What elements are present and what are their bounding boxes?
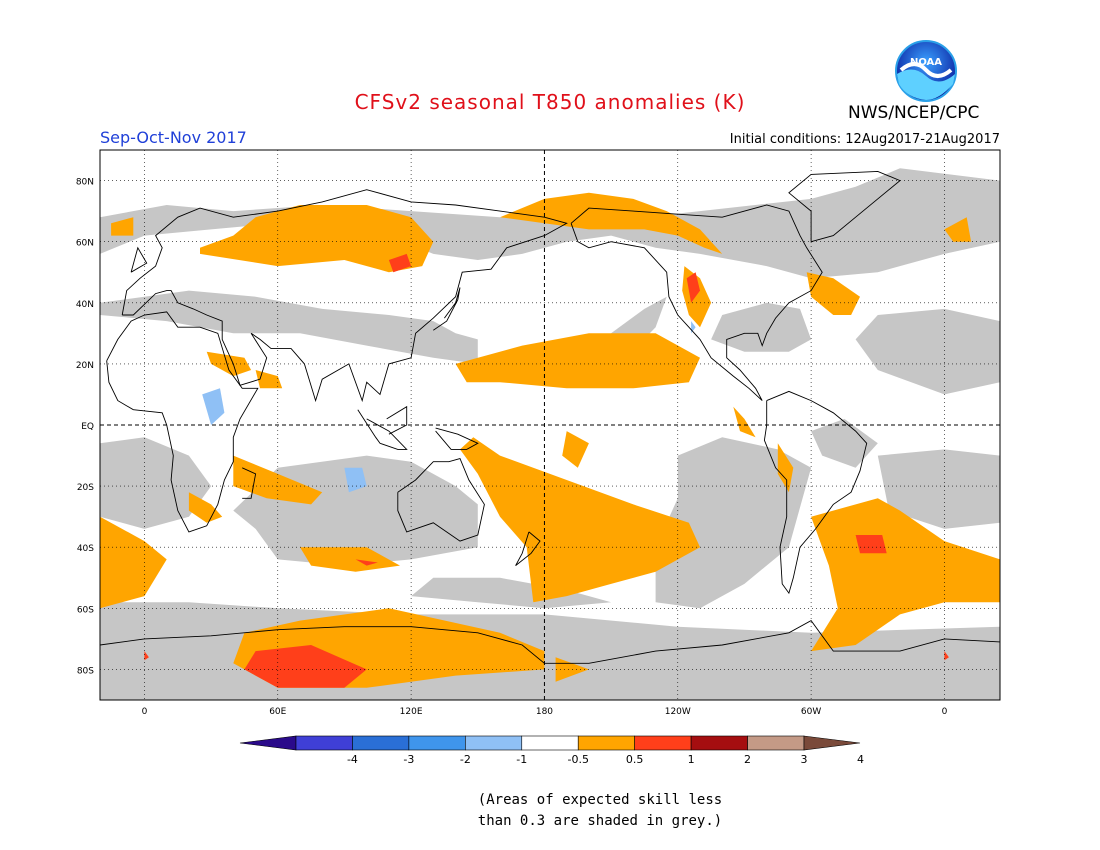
colorbar-label: 3: [801, 753, 808, 766]
agency-label: NWS/NCEP/CPC: [848, 103, 980, 123]
noaa-logo-text: NOAA: [910, 57, 942, 68]
low-skill-region: [877, 449, 1000, 529]
warm-anomaly-region: [500, 192, 723, 254]
warm-anomaly-region: [777, 443, 794, 493]
coastline: [130, 246, 148, 273]
latitude-labels: 80N 60N 40N 20N EQ 20S 40S 60S 80S: [76, 178, 94, 677]
warm-anomaly-region: [188, 492, 223, 523]
colorbar-segment: [747, 735, 805, 751]
colorbar-segment: [577, 735, 635, 751]
coastline: [788, 170, 901, 243]
coastline: [397, 458, 485, 542]
skill-note-line-2: than 0.3 are shaded in grey.): [477, 813, 723, 829]
latitude-label: 20N: [76, 361, 94, 371]
colorbar-label: -1: [516, 753, 527, 766]
longitude-label: 60E: [269, 707, 286, 717]
colorbar-segment: [408, 735, 466, 751]
coastline: [515, 531, 541, 566]
low-skill-region: [411, 577, 612, 609]
warm-anomaly-region: [100, 516, 167, 609]
map-frame: [99, 149, 1001, 701]
low-skill-region: [100, 290, 478, 364]
latitude-label: 80S: [77, 666, 94, 676]
cool-anomaly-region: [202, 388, 225, 425]
warm-anomaly-region: [944, 217, 972, 242]
coastline: [242, 467, 257, 499]
coastline: [357, 409, 408, 450]
cool-anomaly-region: [344, 467, 367, 493]
warm-anomaly-region: [300, 547, 400, 572]
colorbar-label: -4: [347, 753, 358, 766]
latitude-label: 20S: [77, 483, 94, 493]
low-skill-region: [655, 437, 812, 609]
latitude-label: 80N: [76, 178, 94, 188]
colorbar-max-arrow: [803, 735, 861, 751]
coastline: [106, 311, 259, 533]
colorbar-segment: [352, 735, 410, 751]
longitude-label: 120W: [665, 707, 691, 717]
colorbar-label: 4: [857, 753, 864, 766]
season-label: Sep-Oct-Nov 2017: [100, 128, 247, 147]
strong-warm-anomaly-region: [855, 535, 887, 554]
coastline: [433, 287, 461, 331]
latitude-label: 60N: [76, 239, 94, 249]
strong-warm-anomaly-region: [355, 559, 378, 566]
warm-anomaly-region: [562, 431, 589, 468]
warm-anomaly-region: [460, 437, 700, 603]
warm-anomaly-region: [455, 333, 700, 389]
colorbar-label: -3: [403, 753, 414, 766]
low-skill-region: [811, 418, 878, 468]
coastline: [386, 405, 408, 435]
strong-warm-anomaly-region: [388, 253, 412, 273]
warm-anomaly-region: [806, 272, 860, 315]
colorbar-label: 2: [744, 753, 751, 766]
colorbar-segment: [690, 735, 748, 751]
colorbar-label: 1: [688, 753, 695, 766]
longitude-label: 180: [536, 707, 553, 717]
cool-anomaly-regions: [202, 321, 696, 493]
coastline: [570, 204, 823, 401]
warm-anomaly-region: [255, 370, 283, 389]
map-title: CFSv2 seasonal T850 anomalies (K): [354, 90, 746, 114]
low-skill-region: [855, 308, 1000, 395]
longitude-label: 0: [142, 707, 148, 717]
skill-note: (Areas of expected skill less than 0.3 a…: [420, 790, 780, 832]
warm-anomaly-region: [733, 406, 756, 438]
initial-conditions-label: Initial conditions: 12Aug2017-21Aug2017: [729, 132, 1000, 147]
latitude-label: 40S: [77, 544, 94, 554]
strong-warm-anomaly-region: [944, 651, 949, 661]
latitude-label: 40N: [76, 300, 94, 310]
longitude-labels: 0 60E 120E 180 120W 60W 0: [142, 707, 948, 717]
colorbar-segment: [634, 735, 692, 751]
strong-warm-anomaly-region: [686, 272, 700, 303]
colorbar-segment: [465, 735, 523, 751]
longitude-label: 0: [942, 707, 948, 717]
longitude-label: 120E: [400, 707, 423, 717]
colorbar-label: -2: [460, 753, 471, 766]
low-skill-region: [711, 302, 812, 352]
warm-anomaly-region: [111, 217, 134, 236]
low-skill-region: [100, 437, 212, 529]
skill-note-line-1: (Areas of expected skill less: [477, 792, 723, 808]
colorbar-min-arrow: [239, 735, 297, 751]
colorbar: -4 -3 -2 -1 -0.5 0.5 1 2 3 4: [239, 735, 864, 766]
colorbar-label: 0.5: [626, 753, 644, 766]
latitude-label: 60S: [77, 605, 94, 615]
latitude-label: EQ: [81, 422, 94, 432]
warm-anomaly-region: [200, 205, 434, 273]
coastline: [100, 620, 1000, 664]
colorbar-segment: [521, 735, 579, 751]
longitude-label: 60W: [801, 707, 821, 717]
colorbar-segment: [295, 735, 353, 751]
noaa-logo: NOAA: [895, 40, 957, 102]
warm-anomaly-region: [233, 455, 323, 505]
strong-warm-anomaly-region: [144, 651, 149, 661]
coastline: [435, 427, 479, 450]
map-gridlines: [100, 150, 1000, 700]
colorbar-label: -0.5: [567, 753, 588, 766]
strong-warm-anomaly-region: [244, 645, 367, 688]
strong-warm-anomaly-regions: [144, 253, 949, 688]
